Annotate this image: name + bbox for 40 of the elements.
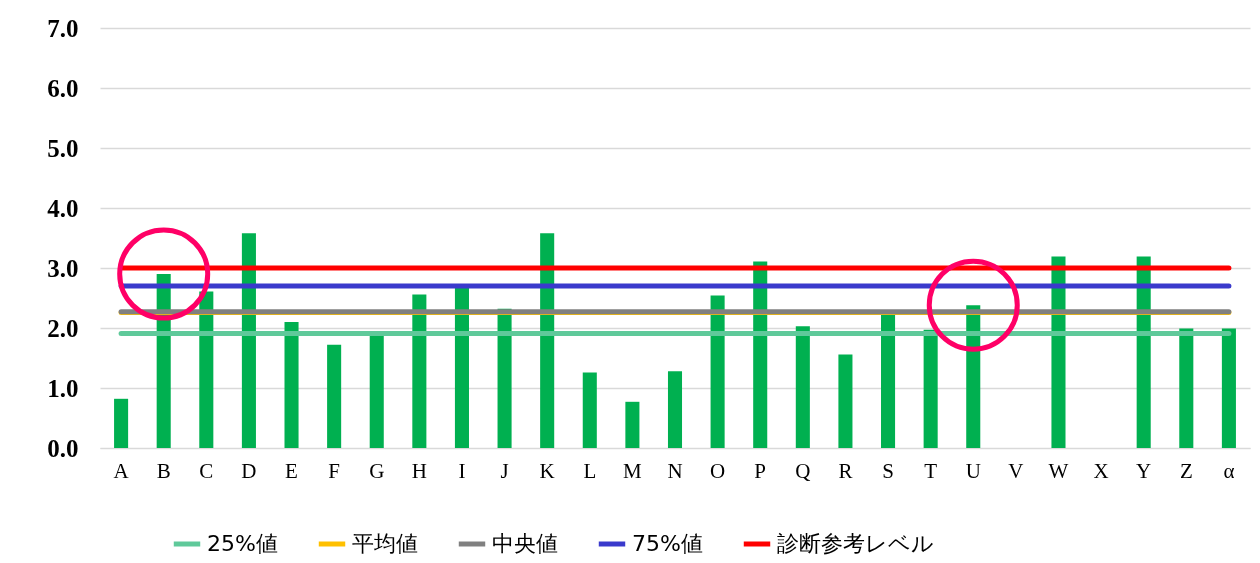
x-tick-label: S: [882, 458, 894, 483]
x-tick-label: O: [710, 458, 726, 483]
x-tick-label: C: [199, 458, 214, 483]
x-tick-label: U: [965, 458, 981, 483]
legend-label: 中央値: [492, 531, 558, 556]
y-tick-label: 1.0: [47, 374, 79, 402]
x-tick-label: H: [411, 458, 427, 483]
x-tick-label: Y: [1136, 458, 1152, 483]
y-tick-label: 3.0: [47, 254, 79, 282]
x-tick-label: A: [113, 458, 130, 483]
x-tick-label: B: [156, 458, 171, 483]
x-tick-label: K: [539, 458, 555, 483]
y-tick-label: 7.0: [47, 14, 79, 42]
x-tick-label: G: [369, 458, 385, 483]
x-tick-label: D: [241, 458, 257, 483]
legend-label: 平均値: [352, 531, 418, 556]
y-tick-label: 4.0: [47, 194, 79, 222]
x-tick-label: T: [924, 458, 938, 483]
x-tick-label: α: [1223, 458, 1235, 483]
x-tick-label: W: [1048, 458, 1069, 483]
x-tick-label: P: [754, 458, 767, 483]
x-tick-label: J: [500, 458, 509, 483]
x-tick-label: R: [838, 458, 853, 483]
legend-label: 25%値: [207, 531, 278, 556]
x-tick-label: L: [583, 458, 597, 483]
x-tick-label: I: [458, 458, 466, 483]
x-tick-label: M: [623, 458, 643, 483]
x-tick-label: E: [285, 458, 298, 483]
x-tick-label: X: [1093, 458, 1109, 483]
legend-label: 75%値: [632, 531, 703, 556]
x-tick-label: Q: [795, 458, 811, 483]
y-tick-label: 2.0: [47, 314, 79, 342]
x-tick-label: Z: [1179, 458, 1193, 483]
x-tick-label: F: [328, 458, 340, 483]
y-tick-label: 5.0: [47, 134, 79, 162]
x-tick-label: N: [667, 458, 683, 483]
y-tick-label: 0.0: [47, 434, 79, 462]
y-tick-label: 6.0: [47, 74, 79, 102]
x-tick-label: V: [1008, 458, 1024, 483]
legend-label: 診断参考レベル: [777, 531, 934, 556]
